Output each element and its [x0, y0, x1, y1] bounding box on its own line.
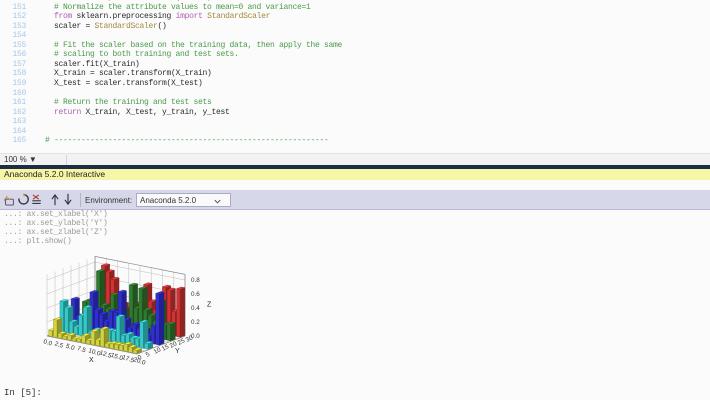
svg-text:0.0: 0.0 — [191, 333, 200, 340]
svg-text:5: 5 — [145, 351, 152, 359]
svg-text:X: X — [89, 357, 94, 364]
svg-text:Z: Z — [207, 302, 212, 309]
svg-text:5.0: 5.0 — [65, 343, 76, 353]
svg-text:0.8: 0.8 — [191, 277, 200, 284]
svg-text:2.5: 2.5 — [54, 340, 65, 350]
svg-text:0.2: 0.2 — [191, 319, 200, 326]
svg-text:Y: Y — [175, 348, 180, 355]
svg-text:0.4: 0.4 — [191, 305, 200, 312]
svg-text:0.6: 0.6 — [191, 291, 200, 298]
svg-text:7.5: 7.5 — [76, 345, 87, 355]
svg-text:0.0: 0.0 — [42, 338, 53, 348]
